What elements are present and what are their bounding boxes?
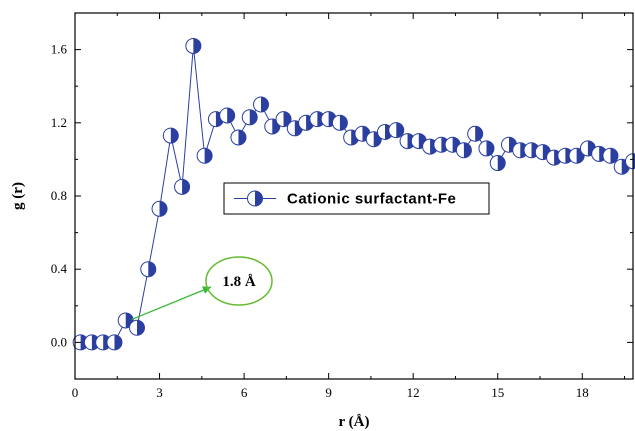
y-tick-label: 1.2 (51, 115, 67, 130)
data-point (230, 129, 247, 146)
x-tick-label: 9 (325, 385, 332, 400)
data-point (602, 147, 619, 164)
y-tick-label: 0.4 (51, 261, 68, 276)
data-point (140, 261, 157, 278)
annotation-arrow (131, 286, 212, 321)
x-tick-label: 3 (156, 385, 163, 400)
x-tick-label: 0 (72, 385, 79, 400)
data-point (478, 140, 495, 157)
x-tick-label: 12 (407, 385, 420, 400)
data-point (253, 96, 269, 113)
y-tick-label: 0.8 (51, 188, 67, 203)
data-point (467, 125, 484, 142)
data-point (185, 37, 202, 54)
data-point (331, 114, 348, 131)
y-tick-label: 1.6 (51, 42, 68, 57)
data-point (162, 127, 179, 144)
series-markers (72, 37, 635, 351)
data-point (129, 319, 145, 336)
legend-marker-symbol (247, 190, 263, 207)
x-tick-label: 18 (576, 385, 589, 400)
data-point (241, 109, 258, 126)
data-point (489, 155, 506, 172)
x-tick-label: 15 (491, 385, 504, 400)
legend-marker (247, 190, 263, 207)
annotation-ellipse (205, 256, 273, 306)
annotation-arrowhead (202, 286, 211, 294)
x-axis-label: r (Å) (339, 414, 370, 430)
data-point (275, 111, 292, 128)
y-axis-label: g (r) (10, 182, 26, 210)
x-tick-label: 6 (241, 385, 248, 400)
legend: Cationic surfactant-Fe (223, 182, 490, 215)
data-point (388, 122, 405, 139)
data-point (219, 107, 236, 124)
plot-area (72, 37, 635, 351)
data-point (106, 334, 123, 351)
annotation: 1.8 Å (131, 256, 273, 321)
legend-entry: Cationic surfactant-Fe (287, 191, 456, 208)
data-point (151, 200, 168, 217)
y-tick-label: 0.0 (51, 334, 67, 349)
data-point (455, 142, 472, 159)
data-point (196, 147, 213, 164)
data-point (365, 131, 382, 148)
annotation-label: 1.8 Å (222, 274, 256, 290)
data-point (174, 178, 191, 195)
axis-ticks: 0 3 6 9 12 15 18 0.0 0.4 0.8 1.2 1.6 (51, 13, 633, 400)
